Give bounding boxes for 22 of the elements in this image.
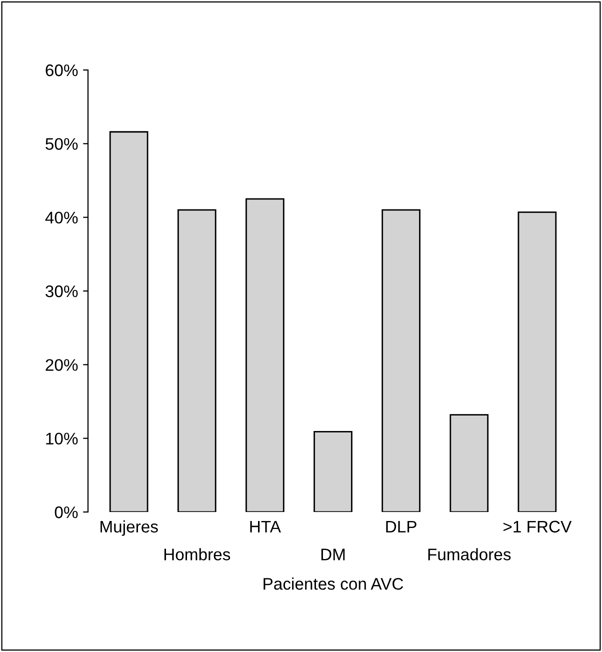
x-tick-label: DM xyxy=(321,548,345,560)
x-tick-label: DLP xyxy=(386,520,416,532)
x-tick-label: Hombres xyxy=(164,548,230,560)
bar xyxy=(450,414,489,512)
y-tick-label: 20% xyxy=(46,359,78,371)
bar xyxy=(177,209,216,512)
y-tick-label: 10% xyxy=(46,432,78,445)
bar xyxy=(518,211,557,512)
x-tick-label: Fumadores xyxy=(428,548,511,560)
x-tick-label: >1 FRCV xyxy=(503,520,572,533)
x-axis-title: Pacientes con AVC xyxy=(264,578,404,590)
y-tick-label: 30% xyxy=(46,285,78,298)
bar xyxy=(314,431,352,512)
bar xyxy=(109,131,148,512)
y-tick-label: 50% xyxy=(46,138,78,150)
y-tick-label: 60% xyxy=(46,64,78,76)
bar xyxy=(246,198,284,512)
x-tick-label: HTA xyxy=(250,520,281,532)
x-tick-label: Mujeres xyxy=(100,520,158,536)
bar xyxy=(382,209,420,512)
y-tick-label: 0% xyxy=(54,506,78,518)
y-tick-label: 40% xyxy=(45,212,78,224)
